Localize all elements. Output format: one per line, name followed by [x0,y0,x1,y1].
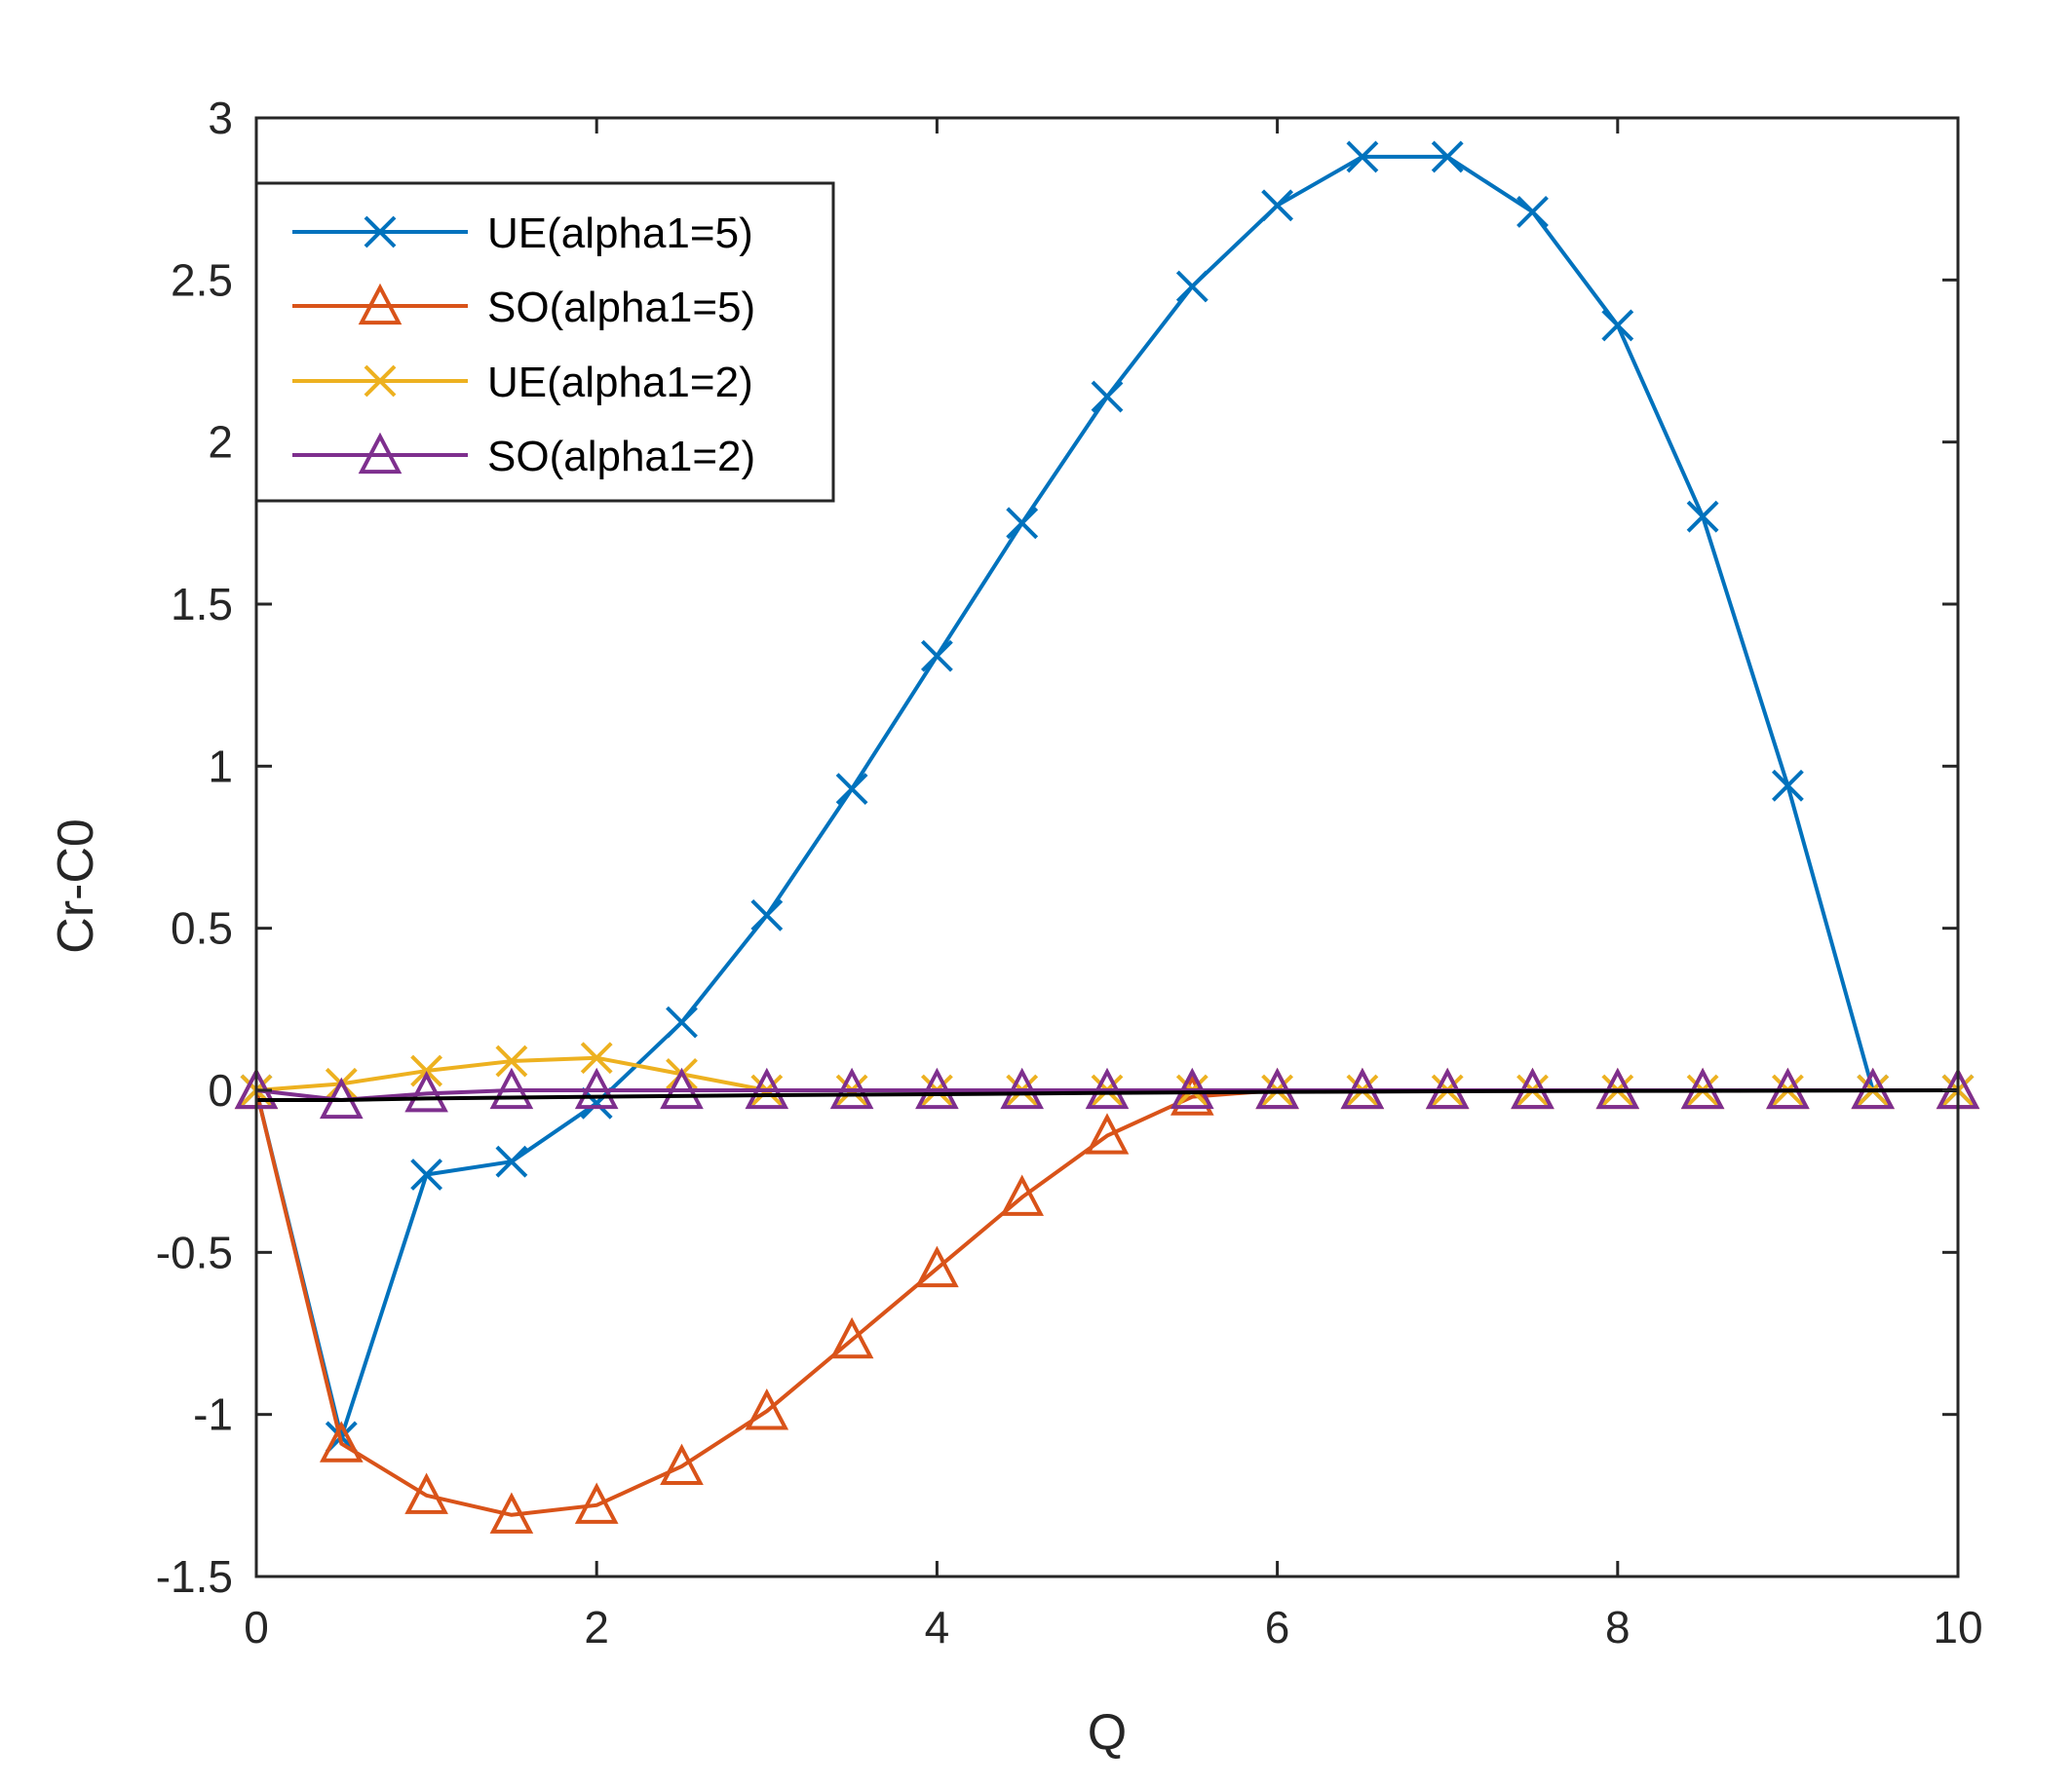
marker-stroke [1346,140,1379,173]
y-tick-label: -1.5 [156,1551,233,1602]
marker-stroke [1091,380,1124,413]
data-point-ue5 [410,1159,443,1191]
data-point-ue5 [1091,380,1124,413]
y-tick-label: 2 [208,417,233,468]
marker-stroke [364,364,397,398]
marker-stroke [1261,189,1294,222]
data-point-ue5 [1006,507,1039,540]
data-point-so5 [574,1482,619,1524]
x-axis-label: Q [1088,1704,1127,1761]
y-tick-label: -0.5 [156,1227,233,1277]
data-point-so2 [915,1067,959,1110]
x-tick-label: 8 [1605,1602,1631,1653]
legend-item-so5: SO(alpha1=5) [292,283,755,331]
data-point-so2 [404,1071,448,1113]
marker-stroke [580,1042,613,1075]
data-point-so2 [660,1067,704,1110]
data-point-ue5 [1261,189,1294,222]
legend-marker [358,432,403,475]
reference-line [256,1088,1959,1102]
y-tick-label: 1 [208,741,233,791]
marker-stroke [1516,196,1549,228]
marker-stroke [1431,140,1464,173]
data-point-ue5 [750,898,784,931]
marker-stroke [750,898,784,931]
marker-stroke [1006,507,1039,540]
x-tick-label: 6 [1265,1602,1290,1653]
legend-label: UE(alpha1=2) [487,359,753,406]
data-point-ue5 [1516,196,1549,228]
data-point-ue2 [495,1045,528,1078]
x-tick-label: 2 [584,1602,609,1653]
legend-item-so2: SO(alpha1=2) [292,432,755,480]
data-point-so2 [574,1067,619,1110]
y-axis-label: Cr-C0 [48,818,104,954]
marker-stroke [495,1045,528,1078]
data-point-so5 [1085,1113,1130,1155]
y-tick-label: 3 [208,93,233,143]
y-tick-label: 1.5 [171,579,233,629]
marker-stroke [364,215,397,248]
data-point-ue5 [1601,309,1634,342]
marker-stroke [1686,500,1719,533]
legend-item-ue5: UE(alpha1=5) [292,209,753,257]
data-point-so2 [745,1067,789,1110]
data-point-ue5 [1346,140,1379,173]
y-tick-label: 0.5 [171,903,233,954]
legend-label: UE(alpha1=5) [487,209,753,257]
data-point-ue5 [666,1006,698,1039]
x-tick-label: 0 [244,1602,269,1653]
axes-box [254,116,1960,1578]
legend-item-ue2: UE(alpha1=2) [292,359,753,406]
marker-stroke [410,1159,443,1191]
data-point-ue5 [1686,500,1719,533]
data-point-so5 [404,1472,448,1514]
data-point-ue5 [495,1145,528,1178]
legend-marker [358,283,403,325]
data-point-so2 [489,1067,534,1110]
marker-stroke [495,1145,528,1178]
data-point-ue2 [580,1042,613,1075]
legend-box [254,181,835,503]
data-point-ue5 [1431,140,1464,173]
data-point-so2 [1340,1067,1385,1110]
legend: UE(alpha1=5) SO(alpha1=5) UE(alpha1=2) SO(a… [254,181,835,503]
data-point-ue5 [1771,769,1804,802]
marker-stroke [1175,270,1209,303]
data-point-so2 [829,1067,874,1110]
y-tick-label: -1 [193,1389,233,1440]
legend-marker [364,364,397,398]
data-point-so5 [829,1316,874,1359]
data-point-ue5 [835,773,868,806]
data-point-so5 [660,1443,704,1485]
ticks-group: 0 2 4 6 8 10 -1.5 -1 -0.5 0 0.5 1 1.5 2 2.5 3 [156,93,1983,1653]
legend-marker [364,215,397,248]
series-group [234,140,1980,1534]
marker-stroke [666,1006,698,1039]
data-point-ue5 [1175,270,1209,303]
x-tick-label: 4 [925,1602,950,1653]
data-point-so5 [319,1421,364,1463]
data-point-ue5 [920,639,953,672]
data-point-so5 [489,1492,534,1534]
data-point-so5 [1000,1174,1045,1216]
y-tick-label: 2.5 [171,254,233,305]
data-point-so2 [1085,1067,1130,1110]
data-point-so5 [745,1388,789,1430]
data-point-so2 [1170,1067,1214,1110]
data-point-so2 [1255,1067,1299,1110]
marker-stroke [920,639,953,672]
legend-label: SO(alpha1=2) [487,433,755,480]
marker-stroke [835,773,868,806]
x-tick-label: 10 [1933,1602,1982,1653]
legend-label: SO(alpha1=5) [487,284,755,331]
y-tick-label: 0 [208,1065,233,1116]
data-point-so2 [1000,1067,1045,1110]
marker-stroke [1771,769,1804,802]
marker-stroke [1601,309,1634,342]
data-point-so5 [915,1245,959,1288]
data-point-so5 [1170,1074,1214,1116]
